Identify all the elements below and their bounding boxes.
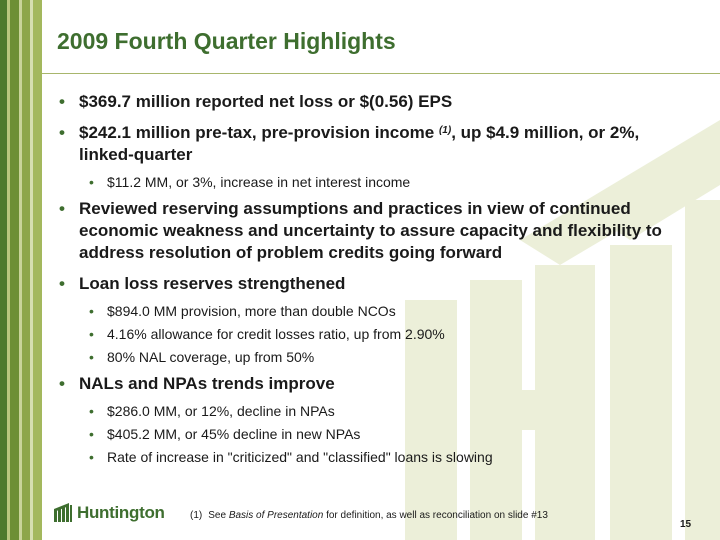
bullet-glyph: • [59, 123, 65, 142]
subbullet-net-interest-income: • $11.2 MM, or 3%, increase in net inter… [57, 173, 697, 191]
footnote-emphasis: Basis of Presentation [228, 510, 324, 521]
bullet-text: $369.7 million reported net loss or $(0.… [79, 92, 453, 111]
bullet-text: Loan loss reserves strengthened [79, 274, 346, 293]
bullet-glyph: • [59, 92, 65, 111]
subbullet-npa-decline: • $286.0 MM, or 12%, decline in NPAs [57, 402, 697, 420]
bullet-glyph: • [89, 426, 94, 442]
bullet-text-cont: , up $4.9 million, or 2%, linked-quarter [79, 123, 640, 164]
title-divider [42, 73, 720, 74]
slide-title: 2009 Fourth Quarter Highlights [57, 28, 396, 54]
page-number: 15 [680, 519, 692, 530]
bullet-reserving-assumptions: • Reviewed reserving assumptions and pra… [57, 198, 697, 264]
huntington-logo: Huntington [53, 503, 165, 523]
footnote: (1) See Basis of Presentation for definit… [190, 510, 548, 521]
bullet-glyph: • [89, 449, 94, 465]
bullet-loan-loss-reserves: • Loan loss reserves strengthened [57, 273, 697, 295]
bullet-list: • $369.7 million reported net loss or $(… [57, 91, 697, 473]
footnote-text: See [208, 510, 229, 521]
bullet-text: 4.16% allowance for credit losses ratio,… [107, 326, 445, 342]
bullet-text: $894.0 MM provision, more than double NC… [107, 303, 396, 319]
bullet-glyph: • [89, 349, 94, 365]
bullet-text: $242.1 million pre-tax, pre-provision in… [79, 123, 439, 142]
bullet-glyph: • [59, 374, 65, 393]
subbullet-provision: • $894.0 MM provision, more than double … [57, 302, 697, 320]
bullet-nal-npa-trends: • NALs and NPAs trends improve [57, 373, 697, 395]
footnote-number: (1) [190, 510, 203, 521]
subbullet-nal-coverage: • 80% NAL coverage, up from 50% [57, 348, 697, 366]
footnote-ref: (1) [438, 125, 452, 136]
bullet-text: $286.0 MM, or 12%, decline in NPAs [107, 403, 335, 419]
bullet-text: Rate of increase in "criticized" and "cl… [107, 449, 493, 465]
bullet-text: $11.2 MM, or 3%, increase in net interes… [107, 174, 411, 190]
subbullet-allowance-ratio: • 4.16% allowance for credit losses rati… [57, 325, 697, 343]
bullet-glyph: • [89, 403, 94, 419]
bullet-net-loss: • $369.7 million reported net loss or $(… [57, 91, 697, 113]
bullet-pre-tax-income: • $242.1 million pre-tax, pre-provision … [57, 122, 697, 166]
bullet-glyph: • [89, 174, 94, 190]
bullet-text: 80% NAL coverage, up from 50% [107, 349, 315, 365]
bullet-glyph: • [59, 274, 65, 293]
left-stripe-decoration [0, 0, 42, 540]
bullet-glyph: • [59, 199, 65, 218]
huntington-logo-icon [54, 503, 72, 522]
bullet-text: Reviewed reserving assumptions and pract… [79, 199, 662, 262]
bullet-text: NALs and NPAs trends improve [79, 374, 335, 393]
bullet-glyph: • [89, 326, 94, 342]
footnote-text-cont: for definition, as well as reconciliatio… [323, 510, 548, 521]
bullet-glyph: • [89, 303, 94, 319]
subbullet-criticized-loans: • Rate of increase in "criticized" and "… [57, 448, 697, 466]
logo-wordmark: Huntington [77, 503, 165, 522]
subbullet-new-npa-decline: • $405.2 MM, or 45% decline in new NPAs [57, 425, 697, 443]
bullet-text: $405.2 MM, or 45% decline in new NPAs [107, 426, 361, 442]
